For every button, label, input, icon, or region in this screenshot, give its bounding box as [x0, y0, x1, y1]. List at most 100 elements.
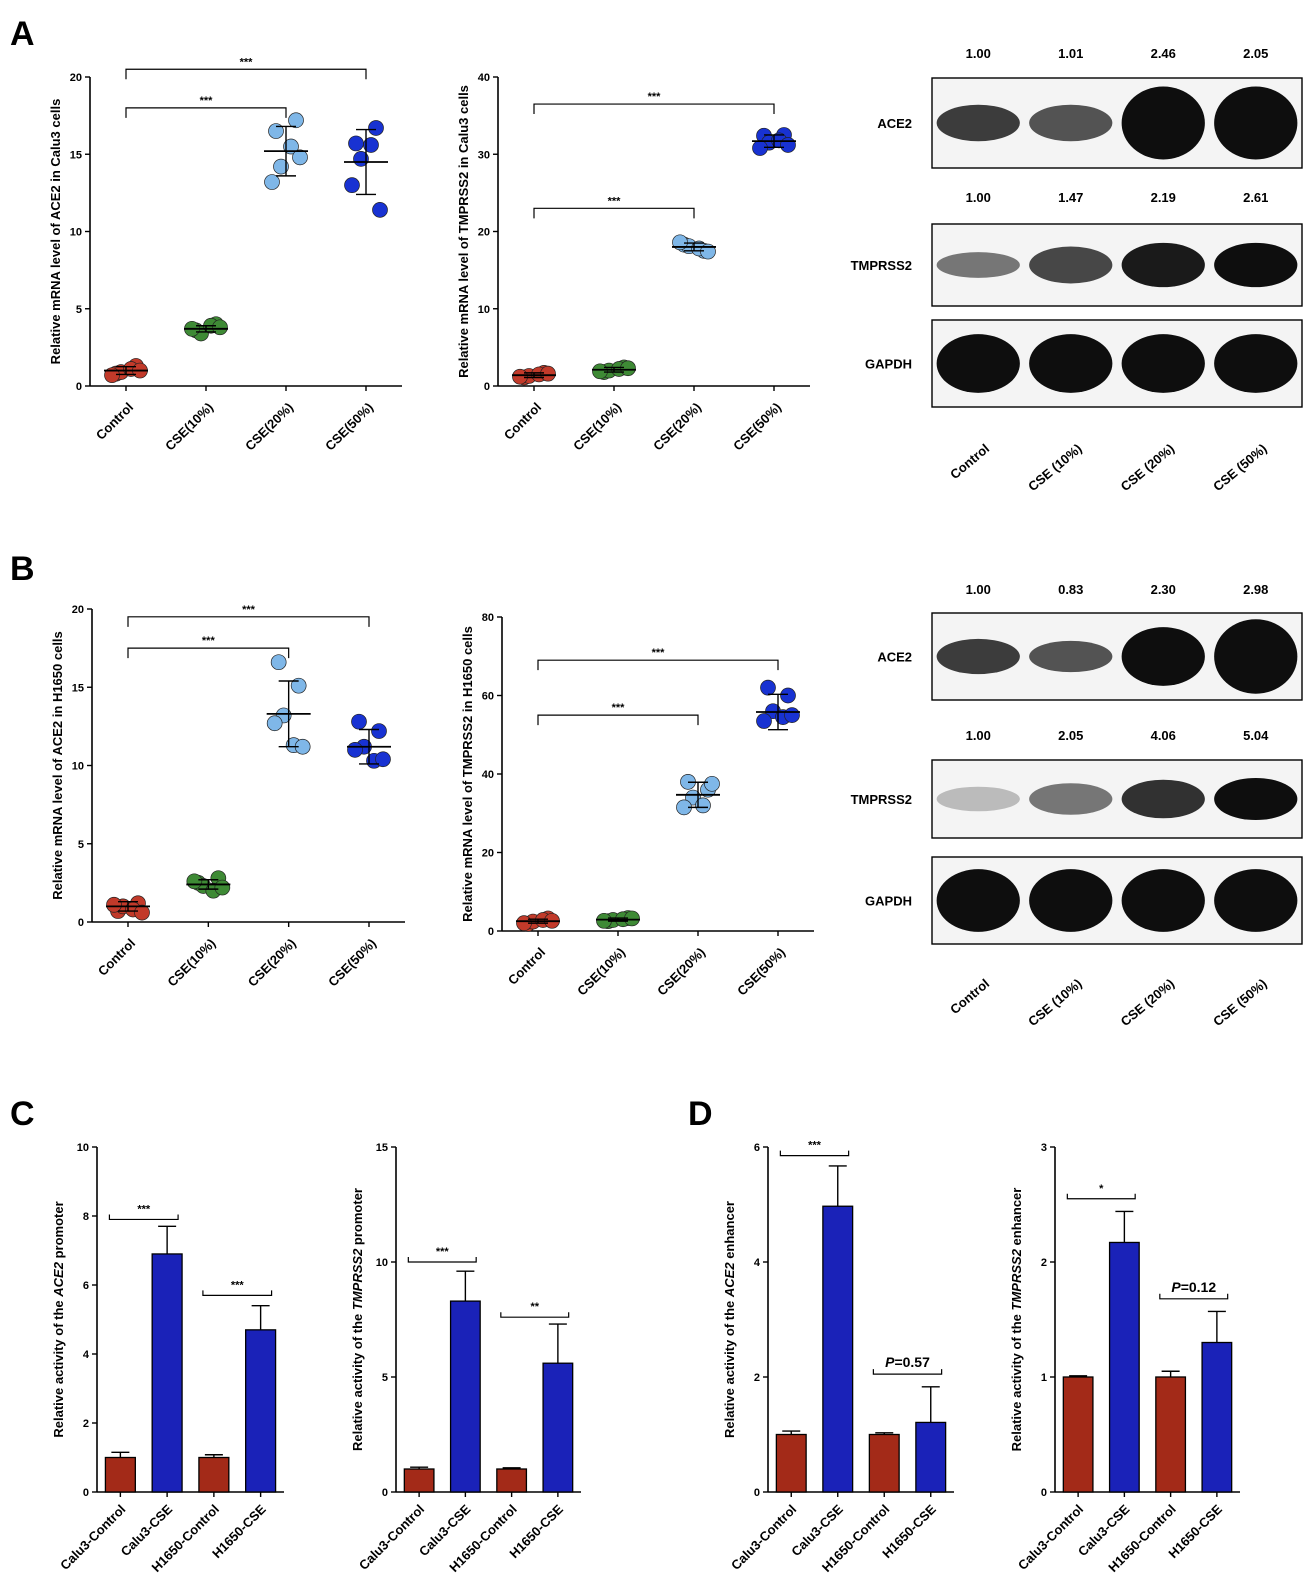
significance-label: * — [1099, 1183, 1104, 1195]
band-quantification-value: 1.00 — [966, 728, 991, 743]
significance-bracket — [537, 659, 779, 671]
p-value-symbol: P — [885, 1354, 895, 1370]
y-axis-label-part: TMPRSS2 — [350, 1248, 365, 1310]
blot-lane-label: Control — [947, 441, 992, 482]
significance-bracket — [779, 1150, 850, 1157]
western-blot-calu3: ACE2 1.00 1.01 2.46 2.05 TMPRSS2 1.00 1.47 2.19 2… — [851, 46, 1303, 494]
significance-bracket — [108, 1214, 179, 1221]
blot-band — [1214, 869, 1298, 932]
significance-label: *** — [648, 91, 662, 103]
x-tick-label: Control — [505, 945, 548, 988]
band-quantification-value: 1.00 — [966, 46, 991, 61]
y-tick-label: 0 — [382, 1487, 388, 1499]
y-tick-label: 2 — [1041, 1257, 1047, 1269]
bar — [198, 1456, 230, 1493]
significance-label: *** — [242, 604, 256, 616]
x-tick-label: CSE(50%) — [730, 400, 784, 454]
y-tick-label: 0 — [78, 917, 84, 929]
y-tick-label: 10 — [70, 227, 82, 239]
p-value-symbol: P — [1171, 1279, 1181, 1295]
data-point — [290, 677, 307, 694]
y-tick-label: 8 — [83, 1211, 89, 1223]
panel-label-c: C — [10, 1095, 35, 1133]
blot-row-label: GAPDH — [865, 894, 912, 909]
scatter-chart-tmprss2-h1650: 0 20 40 60 80 Relative mRNA level of TMPRSS2 … — [460, 612, 814, 999]
bar-chart-ace2-enhancer: 0 2 4 6 Relative activity of the ACE2 enhanc… — [722, 1140, 954, 1575]
data-point — [344, 177, 360, 193]
y-axis-label-part: Relative activity of the — [51, 1297, 66, 1438]
blot-lane-label: CSE (50%) — [1210, 976, 1269, 1029]
panel-label-b: B — [10, 550, 35, 588]
band-quantification-value: 2.19 — [1151, 190, 1176, 205]
y-tick-label: 0 — [484, 381, 490, 393]
y-tick-label: 4 — [83, 1349, 90, 1361]
x-tick-label: CSE(50%) — [322, 400, 376, 454]
x-tick-label: Control — [95, 936, 138, 979]
blot-lane-label: CSE (50%) — [1210, 441, 1269, 494]
y-tick-label: 6 — [754, 1142, 760, 1154]
data-point — [347, 741, 363, 758]
data-point — [212, 319, 228, 336]
blot-band — [1121, 242, 1205, 288]
blot-row-label: ACE2 — [877, 116, 912, 131]
band-quantification-value: 1.00 — [966, 582, 991, 597]
data-point — [371, 723, 387, 739]
bar — [542, 1362, 574, 1493]
blot-band — [1121, 779, 1205, 819]
y-tick-label: 20 — [70, 72, 82, 84]
significance-bracket — [500, 1312, 570, 1318]
data-point — [134, 904, 150, 921]
band-quantification-value: 1.47 — [1058, 190, 1083, 205]
significance-label: *** — [231, 1279, 245, 1291]
y-axis-label: Relative activity of the TMPRSS2 promote… — [350, 1188, 365, 1451]
x-tick-label: CSE(10%) — [570, 400, 624, 454]
significance-label: *** — [240, 56, 254, 68]
scatter-chart-ace2-calu3: 0 5 10 15 20 Relative mRNA level of ACE2 in C… — [48, 56, 402, 454]
data-point — [540, 365, 556, 382]
scatter-chart-tmprss2-calu3: 0 10 20 30 40 Relative mRNA level of TMPRSS2 … — [456, 72, 810, 454]
blot-row-label: TMPRSS2 — [851, 792, 912, 807]
blot-band — [1029, 783, 1113, 815]
data-point — [106, 896, 122, 913]
x-tick-label: CSE(10%) — [574, 945, 628, 999]
y-tick-label: 0 — [76, 381, 82, 393]
x-tick-label: Calu3-Control — [57, 1502, 128, 1573]
significance-bracket — [1066, 1193, 1136, 1200]
band-quantification-value: 4.06 — [1151, 728, 1176, 743]
significance-label: *** — [652, 647, 666, 659]
y-tick-label: 5 — [76, 304, 82, 316]
y-axis-label: Relative mRNA level of ACE2 in H1650 cel… — [50, 631, 65, 900]
blot-row-label: TMPRSS2 — [851, 258, 912, 273]
data-point — [512, 368, 528, 385]
y-tick-label: 20 — [478, 227, 490, 239]
significance-bracket — [125, 68, 367, 80]
bar — [915, 1421, 947, 1493]
data-point — [264, 174, 280, 190]
y-axis-label-part: Relative activity of the — [350, 1310, 365, 1451]
y-tick-label: 6 — [83, 1280, 89, 1292]
data-point — [372, 202, 388, 218]
y-tick-label: 10 — [77, 1142, 89, 1154]
y-axis-label-part: ACE2 — [51, 1261, 66, 1297]
x-tick-label: CSE(50%) — [734, 945, 788, 999]
x-tick-label: Calu3-Control — [356, 1502, 427, 1573]
blot-band — [1121, 627, 1205, 686]
blot-band — [1214, 86, 1298, 160]
bar — [1108, 1241, 1140, 1493]
band-quantification-value: 2.46 — [1151, 46, 1176, 61]
y-tick-label: 30 — [478, 149, 490, 161]
significance-label: *** — [436, 1246, 450, 1258]
y-axis-label: Relative activity of the ACE2 promoter — [51, 1201, 66, 1437]
y-tick-label: 80 — [482, 612, 494, 624]
panel-label-a: A — [10, 15, 35, 53]
blot-band — [936, 869, 1020, 932]
data-point — [270, 654, 287, 671]
blot-band — [936, 638, 1020, 675]
significance-bracket — [407, 1257, 477, 1263]
x-tick-label: Calu3-Control — [1015, 1502, 1086, 1573]
significance-bracket — [533, 207, 695, 219]
y-axis-label-part: Relative activity of the — [1009, 1310, 1024, 1451]
significance-bracket — [125, 107, 287, 118]
data-point — [351, 713, 367, 730]
